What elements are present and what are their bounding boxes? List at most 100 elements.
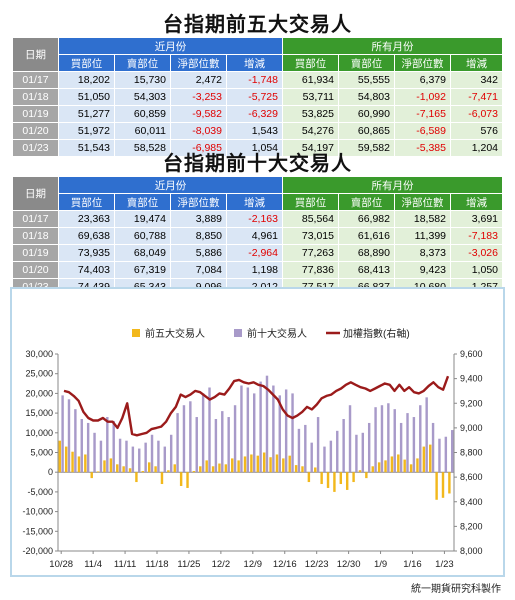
bar-top5 xyxy=(224,464,228,473)
footer-credit: 統一期貨研究科製作 xyxy=(411,584,501,595)
bar-top10 xyxy=(195,417,198,473)
x-tick-label: 12/30 xyxy=(337,559,361,570)
bar-top5 xyxy=(141,471,145,473)
table-cell: 60,859 xyxy=(114,105,171,123)
table-row: 01/18 69,638 60,788 8,850 4,961 73,015 61,616 1… xyxy=(12,227,503,245)
table-cell: -7,471 xyxy=(450,88,503,106)
bar-top5 xyxy=(231,458,234,473)
column-header: 淨部位數 xyxy=(170,54,227,72)
index-line xyxy=(63,375,450,437)
y-left-tick-label: 30,000 xyxy=(25,349,53,359)
table-cell: 68,049 xyxy=(114,244,171,262)
y-left-tick-label: -10,000 xyxy=(22,507,53,517)
legend-swatch xyxy=(132,329,140,337)
table-cell: 19,474 xyxy=(114,210,171,228)
table-row: 01/18 51,050 54,303 -3,253 -5,725 53,711 54,80… xyxy=(12,88,503,106)
bar-top10 xyxy=(118,438,122,473)
bar-top10 xyxy=(189,401,192,473)
bar-top10 xyxy=(419,405,422,473)
table-cell: -6,329 xyxy=(226,105,283,123)
bar-top5 xyxy=(179,472,183,486)
table-row: 01/19 73,935 68,049 5,886 -2,964 77,263 68,890… xyxy=(12,244,503,262)
bar-top10 xyxy=(86,422,90,473)
table-cell: 58,528 xyxy=(114,139,171,157)
table-cell: 1,054 xyxy=(226,139,283,157)
bar-top10 xyxy=(444,436,448,473)
bar-top5 xyxy=(377,462,381,473)
bar-top5 xyxy=(301,466,304,473)
table-cell: 7,084 xyxy=(170,261,227,279)
y-right-tick-label: 9,000 xyxy=(460,423,483,433)
bar-top5 xyxy=(160,472,164,485)
table-cell: 66,982 xyxy=(338,210,395,228)
bar-top10 xyxy=(342,419,345,473)
table-cell: 53,711 xyxy=(282,88,339,106)
table-cell: 54,276 xyxy=(282,122,339,140)
table-cell: -6,073 xyxy=(450,105,503,123)
table-cell: 61,934 xyxy=(282,71,339,89)
y-right-tick-label: 8,800 xyxy=(460,448,483,458)
group-header-all: 所有月份 xyxy=(282,176,503,194)
bar-top10 xyxy=(265,375,269,473)
table-cell: 73,015 xyxy=(282,227,339,245)
bar-top5 xyxy=(103,460,106,473)
bar-top10 xyxy=(387,403,390,473)
table-cell: 77,836 xyxy=(282,261,339,279)
y-right-tick-label: 9,600 xyxy=(460,349,483,359)
table-cell: -7,165 xyxy=(394,105,451,123)
table-cell: -7,183 xyxy=(450,227,503,245)
column-header: 增減 xyxy=(450,193,503,211)
table-cell: 11,399 xyxy=(394,227,451,245)
bar-top5 xyxy=(90,472,93,479)
group-header-recent: 近月份 xyxy=(58,37,283,55)
bar-top10 xyxy=(451,430,454,473)
x-tick-label: 12/2 xyxy=(212,559,231,570)
bar-top5 xyxy=(243,456,247,473)
table-cell: 53,825 xyxy=(282,105,339,123)
column-header: 賣部位 xyxy=(338,54,395,72)
bar-top5 xyxy=(429,444,432,473)
y-right-tick-label: 8,000 xyxy=(460,546,483,556)
bar-top5 xyxy=(71,451,74,473)
table-cell: 18,582 xyxy=(394,210,451,228)
bar-top10 xyxy=(125,440,128,473)
table-cell: 60,865 xyxy=(338,122,395,140)
table-cell: 85,564 xyxy=(282,210,339,228)
table-row: 01/23 51,543 58,528 -6,985 1,054 54,197 59,582… xyxy=(12,139,503,157)
table-cell: 68,890 xyxy=(338,244,395,262)
bar-top5 xyxy=(256,455,259,473)
bar-top5 xyxy=(371,466,374,473)
group-header-recent: 近月份 xyxy=(58,176,283,194)
bar-top10 xyxy=(297,428,301,473)
y-left-tick-label: 20,000 xyxy=(25,388,53,398)
bar-top5 xyxy=(409,464,413,473)
bar-top5 xyxy=(422,446,426,473)
bar-top10 xyxy=(61,395,64,473)
table-cell: 8,850 xyxy=(170,227,227,245)
y-left-tick-label: 25,000 xyxy=(25,369,53,379)
table-cell: 1,050 xyxy=(450,261,503,279)
bar-top5 xyxy=(365,472,368,479)
bar-top10 xyxy=(74,409,77,473)
bar-top10 xyxy=(214,419,218,473)
bar-top5 xyxy=(307,472,311,483)
x-tick-label: 11/4 xyxy=(84,559,102,570)
column-header: 賣部位 xyxy=(114,54,171,72)
legend-label: 前十大交易人 xyxy=(247,327,307,340)
table-cell: 60,788 xyxy=(114,227,171,245)
table-cell: 51,050 xyxy=(58,88,115,106)
bar-top10 xyxy=(259,381,262,473)
bar-top10 xyxy=(355,434,358,473)
bar-top10 xyxy=(336,430,339,473)
bar-top10 xyxy=(131,446,135,473)
table-cell: -1,092 xyxy=(394,88,451,106)
y-right-tick-label: 8,200 xyxy=(460,521,483,531)
x-tick-label: 10/28 xyxy=(49,559,73,570)
bar-top5 xyxy=(237,460,240,473)
bar-top5 xyxy=(205,460,208,473)
bar-top10 xyxy=(284,389,288,473)
column-header: 淨部位數 xyxy=(394,193,451,211)
y-right-tick-label: 9,400 xyxy=(460,374,483,384)
table-cell: 9,423 xyxy=(394,261,451,279)
bar-top5 xyxy=(173,464,176,473)
